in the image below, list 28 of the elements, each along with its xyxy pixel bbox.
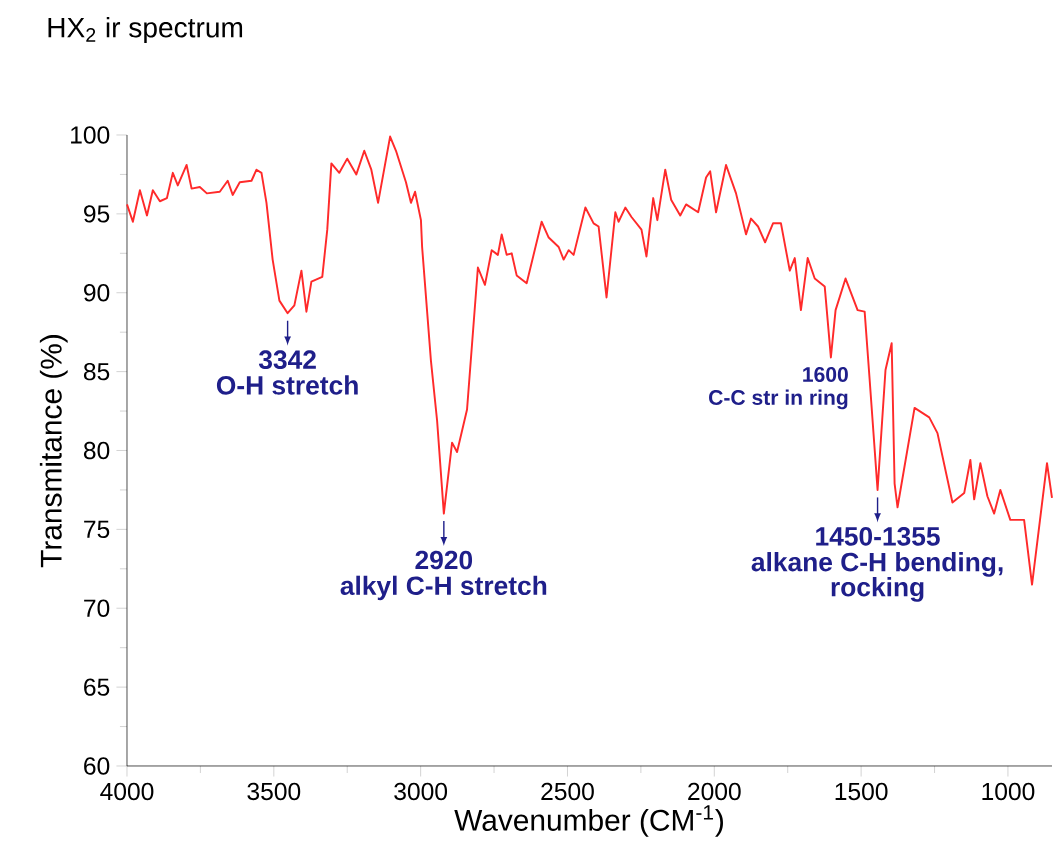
x-tick-label: 2500	[541, 782, 594, 801]
x-tick-label: 4000	[100, 782, 154, 801]
x-tick-label: 1500	[835, 782, 888, 801]
x-tick-label: 3000	[394, 782, 448, 801]
annotation: O-H stretch	[216, 375, 358, 395]
annotation: rocking	[831, 577, 924, 602]
annotation: C-C str in ring	[709, 389, 848, 410]
y-axis-title: Transmitance (%)	[39, 335, 68, 568]
annotation: 1600	[803, 367, 848, 382]
annotation: 1450-1355	[816, 527, 940, 546]
y-tick-label: 95	[84, 205, 110, 223]
y-tick-label: 85	[83, 362, 110, 381]
y-tick-label: 100	[71, 126, 110, 144]
x-axis-title: Wavenumber (CM$^{-1}$)	[454, 805, 723, 837]
x-tick-label: 2000	[688, 782, 741, 801]
y-tick-label: 60	[84, 757, 110, 775]
annotation: 2920	[415, 550, 473, 570]
y-tick-label: 65	[84, 678, 110, 696]
x-tick-label: 3500	[247, 782, 301, 801]
chart-title: HX$_{2}$ ir spectrum	[48, 16, 243, 44]
y-tick-label: 90	[84, 284, 110, 302]
annotation: alkyl C-H stretch	[340, 575, 547, 601]
y-tick-label: 75	[84, 520, 110, 538]
y-tick-label: 80	[83, 441, 110, 460]
y-tick-label: 70	[84, 599, 110, 617]
annotation: 3342	[258, 350, 316, 370]
annotation: alkane C-H bending,	[751, 552, 1003, 577]
x-tick-label: 1000	[982, 782, 1035, 801]
